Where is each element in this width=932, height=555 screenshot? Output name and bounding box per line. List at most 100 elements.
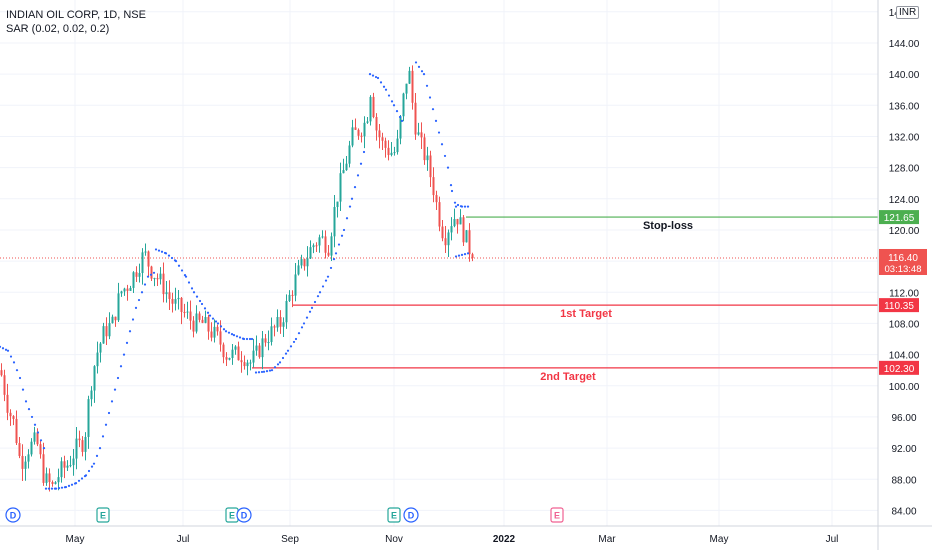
earnings-marker[interactable]: E [550, 507, 564, 523]
sar-dot [332, 258, 336, 261]
candle-body [207, 317, 210, 332]
candle [453, 208, 456, 228]
level-price-box [879, 360, 919, 375]
candle-body [387, 147, 390, 156]
chart-legend: INDIAN OIL CORP, 1D, NSE SAR (0.02, 0.02… [6, 8, 146, 36]
candle [441, 220, 444, 242]
candle [384, 137, 387, 158]
candle [33, 426, 36, 445]
candle-body [438, 202, 441, 227]
dividend-marker[interactable]: D [236, 507, 252, 523]
level-price-label: 102.30 [884, 364, 915, 375]
candle [258, 342, 261, 359]
candle [393, 146, 396, 156]
sar-dot [110, 400, 114, 403]
candle [291, 290, 294, 308]
level-price-tag: 110.35 [879, 298, 919, 313]
candle [306, 246, 309, 277]
dividend-marker[interactable]: D [403, 507, 419, 523]
candle-body [249, 362, 252, 364]
sar-dot [0, 345, 2, 348]
x-tick-label: Jul [177, 534, 190, 545]
candle-body [123, 288, 126, 292]
earnings-marker[interactable]: E [387, 507, 401, 523]
sar-dot [104, 423, 108, 426]
candle-body [141, 252, 144, 274]
sar-dot [113, 388, 117, 391]
candle-body [114, 316, 117, 321]
candle-body [351, 127, 354, 146]
candle [138, 263, 141, 283]
candle [45, 467, 48, 486]
candle [225, 352, 228, 367]
sar-dot [60, 486, 64, 489]
candle-body [99, 343, 102, 353]
sar-dot [143, 283, 147, 286]
candle [141, 248, 144, 285]
earnings-marker[interactable]: E [96, 507, 110, 523]
candle [57, 468, 60, 491]
sar-dot [414, 61, 418, 64]
candle [24, 456, 27, 481]
sar-dot [157, 249, 161, 252]
candle [30, 438, 33, 457]
candle [438, 196, 441, 232]
sar-dot [350, 197, 354, 200]
candle [336, 201, 339, 218]
candle-body [459, 217, 462, 225]
candle [195, 305, 198, 334]
candle [207, 314, 210, 340]
level-name: 1st Target [560, 308, 612, 320]
candle-body [462, 217, 465, 243]
sar-dot [116, 376, 120, 380]
sar-dot [154, 248, 158, 251]
candle-body [57, 477, 60, 483]
candle-body [93, 366, 96, 391]
sar-dot [260, 370, 264, 374]
candle-body [303, 259, 306, 267]
earnings-marker[interactable]: E [225, 507, 239, 523]
sar-dot [310, 306, 314, 309]
candle-body [423, 137, 426, 161]
candle-body [189, 311, 192, 321]
marker-shape [5, 507, 21, 523]
candle [189, 300, 192, 330]
candle [222, 342, 225, 364]
candle [204, 310, 207, 324]
candle [405, 83, 408, 100]
candle-body [330, 236, 333, 256]
sar-dot [353, 185, 357, 189]
candle [372, 92, 375, 119]
candle-body [222, 344, 225, 358]
sar-dot [379, 81, 383, 84]
candle [240, 351, 243, 373]
candle [102, 322, 105, 344]
dividend-marker[interactable]: D [5, 507, 21, 523]
candle [147, 250, 150, 278]
sar-dot [316, 295, 320, 298]
candle-body [33, 432, 36, 442]
candle [249, 359, 252, 371]
y-tick-label: 92.00 [891, 444, 916, 455]
currency-badge[interactable]: INR [896, 6, 920, 19]
sar-dot [134, 306, 138, 309]
candle [450, 217, 453, 241]
sar-dot [348, 205, 352, 208]
candle-body [315, 245, 318, 247]
candle-body [105, 326, 108, 337]
candle-body [3, 375, 6, 395]
candle-body [297, 265, 300, 275]
sar-dot [443, 154, 447, 158]
sar-dot [437, 131, 441, 134]
sar-dot [4, 348, 8, 351]
marker-shape [403, 507, 419, 523]
candle [399, 114, 402, 145]
candle [321, 230, 324, 239]
sar-dot [300, 326, 304, 329]
sar-dot [203, 307, 207, 310]
sar-dot [6, 349, 10, 352]
